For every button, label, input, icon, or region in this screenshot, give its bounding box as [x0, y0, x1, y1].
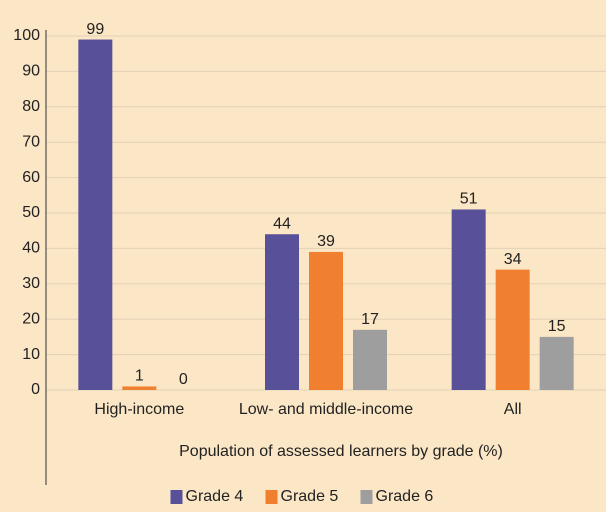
bar	[122, 386, 157, 390]
value-label: 44	[273, 215, 291, 232]
x-tick-label: High-income	[94, 401, 184, 418]
value-label: 39	[317, 233, 335, 250]
value-label: 1	[135, 368, 144, 385]
bar	[265, 234, 299, 390]
y-tick-label: 0	[31, 381, 40, 398]
legend-label: Grade 5	[281, 488, 339, 505]
bar	[495, 269, 530, 390]
y-tick-label: 10	[22, 346, 40, 363]
value-label: 99	[86, 21, 104, 38]
legend-swatch	[170, 490, 183, 504]
y-tick-label: 30	[22, 275, 40, 292]
value-label: 51	[460, 191, 478, 208]
x-tick-label: Low- and middle-income	[239, 401, 413, 418]
bar	[309, 251, 343, 390]
value-label: 15	[548, 318, 566, 335]
y-tick-label: 60	[22, 169, 40, 186]
y-tick-label: 80	[22, 98, 40, 115]
y-tick-label: 70	[22, 133, 40, 150]
bar	[353, 329, 387, 390]
bar	[539, 336, 574, 390]
value-label: 0	[179, 371, 188, 388]
y-tick-label: 90	[22, 63, 40, 80]
y-tick-label: 20	[22, 310, 40, 327]
bar	[78, 39, 113, 390]
y-tick-label: 100	[13, 27, 40, 44]
legend-label: Grade 4	[186, 488, 244, 505]
value-label: 34	[504, 251, 522, 268]
legend-label: Grade 6	[376, 488, 434, 505]
y-tick-label: 50	[22, 204, 40, 221]
x-axis-label: Population of assessed learners by grade…	[179, 443, 503, 460]
legend-swatch	[360, 490, 373, 504]
y-tick-label: 40	[22, 240, 40, 257]
legend-swatch	[265, 490, 278, 504]
value-label: 17	[361, 311, 379, 328]
bar	[451, 209, 486, 390]
x-tick-label: All	[504, 401, 522, 418]
